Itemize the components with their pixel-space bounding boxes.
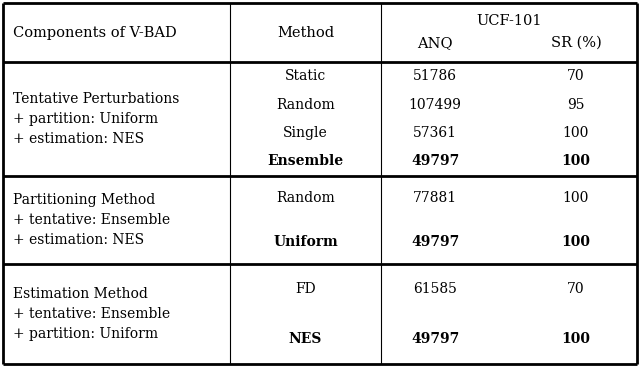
Text: Random: Random: [276, 191, 335, 205]
Text: 95: 95: [567, 98, 585, 112]
Text: 100: 100: [563, 126, 589, 140]
Text: 61585: 61585: [413, 282, 457, 296]
Text: 49797: 49797: [411, 154, 460, 168]
Text: Tentative Perturbations
+ partition: Uniform
+ estimation: NES: Tentative Perturbations + partition: Uni…: [13, 92, 179, 146]
Text: Random: Random: [276, 98, 335, 112]
Text: 100: 100: [563, 191, 589, 205]
Text: Partitioning Method
+ tentative: Ensemble
+ estimation: NES: Partitioning Method + tentative: Ensembl…: [13, 193, 170, 247]
Text: 77881: 77881: [413, 191, 457, 205]
Text: 70: 70: [567, 70, 585, 83]
Text: 107499: 107499: [409, 98, 461, 112]
Text: 51786: 51786: [413, 70, 457, 83]
Text: 49797: 49797: [411, 332, 460, 346]
Text: Ensemble: Ensemble: [268, 154, 344, 168]
Text: Static: Static: [285, 70, 326, 83]
Text: Components of V-BAD: Components of V-BAD: [13, 26, 177, 40]
Text: Method: Method: [277, 26, 334, 40]
Text: 100: 100: [561, 235, 591, 249]
Text: ANQ: ANQ: [417, 36, 453, 50]
Text: SR (%): SR (%): [550, 36, 602, 50]
Text: 57361: 57361: [413, 126, 457, 140]
Text: Uniform: Uniform: [273, 235, 338, 249]
Text: 70: 70: [567, 282, 585, 296]
Text: Single: Single: [284, 126, 328, 140]
Text: FD: FD: [295, 282, 316, 296]
Text: 49797: 49797: [411, 235, 460, 249]
Text: 100: 100: [561, 154, 591, 168]
Text: UCF-101: UCF-101: [476, 14, 541, 28]
Text: 100: 100: [561, 332, 591, 346]
Text: Estimation Method
+ tentative: Ensemble
+ partition: Uniform: Estimation Method + tentative: Ensemble …: [13, 287, 170, 341]
Text: NES: NES: [289, 332, 323, 346]
